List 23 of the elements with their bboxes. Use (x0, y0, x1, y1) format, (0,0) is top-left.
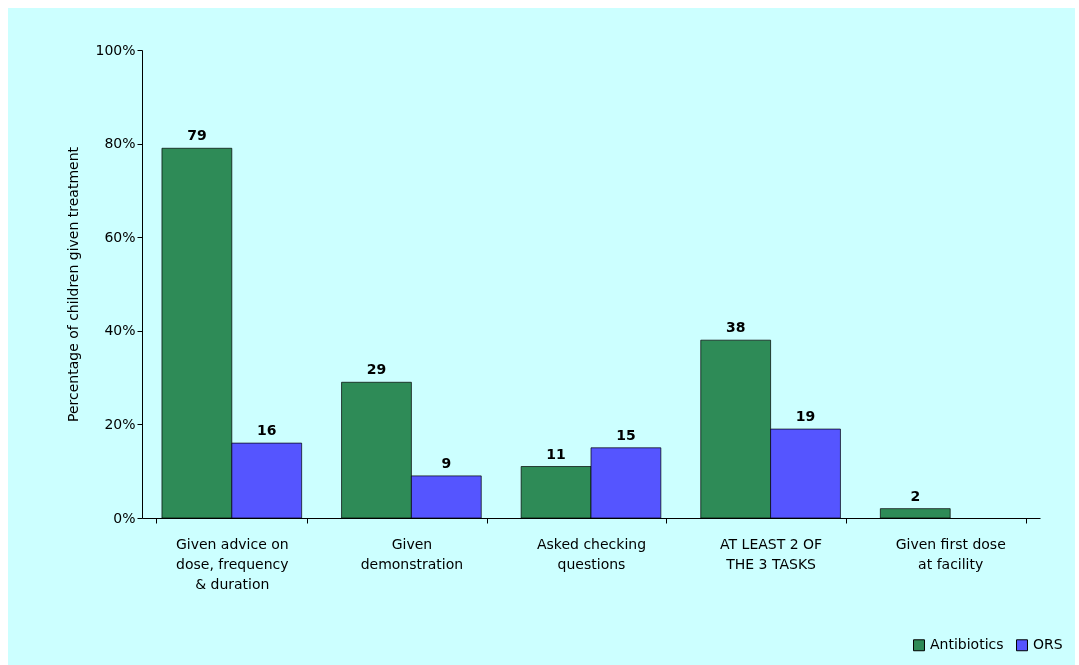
data-label: 19 (795, 408, 816, 425)
y-tick-label: 0% (113, 509, 136, 526)
x-tick-label: Given first dose at facility (895, 535, 1006, 572)
data-label: 11 (546, 445, 566, 462)
x-tick-label: Asked checking questions (536, 535, 647, 572)
data-label: 2 (910, 487, 921, 504)
y-tick-label: 100% (95, 41, 136, 58)
y-tick-label: 40% (104, 322, 136, 339)
x-tick-label: Given demonstration (360, 535, 464, 572)
data-label: 9 (441, 454, 452, 471)
data-label: 79 (187, 127, 207, 144)
y-tick-label: 20% (104, 415, 136, 432)
x-tick-label: AT LEAST 2 OF THE 3 TASKS (720, 535, 823, 572)
x-tick-label: Given advice on dose, frequency & duration (175, 535, 289, 592)
data-label: 29 (366, 361, 387, 378)
data-label: 15 (616, 426, 636, 443)
y-tick-label: 60% (104, 228, 136, 245)
legend-label: ORS (1033, 636, 1063, 653)
data-label: 16 (256, 422, 277, 439)
legend-label: Antibiotics (930, 636, 1004, 653)
data-label: 38 (725, 319, 746, 336)
y-axis-title: Percentage of children given treatment (65, 146, 82, 423)
y-tick-label: 80% (104, 135, 136, 152)
